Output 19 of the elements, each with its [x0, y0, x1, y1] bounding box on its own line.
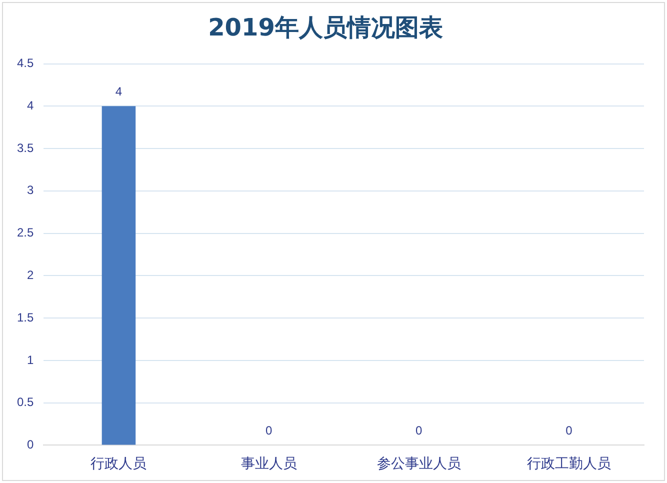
y-tick-label: 3.5 — [16, 140, 34, 155]
x-tick-label: 参公事业人员 — [376, 456, 461, 472]
y-tick-label: 3 — [26, 183, 34, 198]
data-label: 0 — [416, 424, 423, 438]
x-tick-label: 行政人员 — [90, 456, 147, 472]
data-label: 4 — [115, 84, 122, 98]
y-tick-label: 0 — [26, 438, 34, 452]
x-tick-label: 事业人员 — [240, 456, 297, 472]
y-tick-label: 2.5 — [16, 226, 34, 240]
y-tick-label: 4.5 — [16, 56, 34, 70]
y-tick-label: 1 — [26, 352, 34, 367]
y-tick-label: 0.5 — [16, 395, 34, 410]
chart-title: 2019年人员情况图表 — [208, 14, 443, 42]
data-label: 0 — [566, 424, 573, 438]
x-tick-label: 行政工勤人员 — [526, 456, 611, 472]
data-label: 0 — [265, 424, 272, 438]
y-tick-label: 4 — [26, 98, 34, 112]
y-tick-label: 2 — [26, 268, 34, 282]
y-tick-label: 1.5 — [16, 310, 34, 324]
